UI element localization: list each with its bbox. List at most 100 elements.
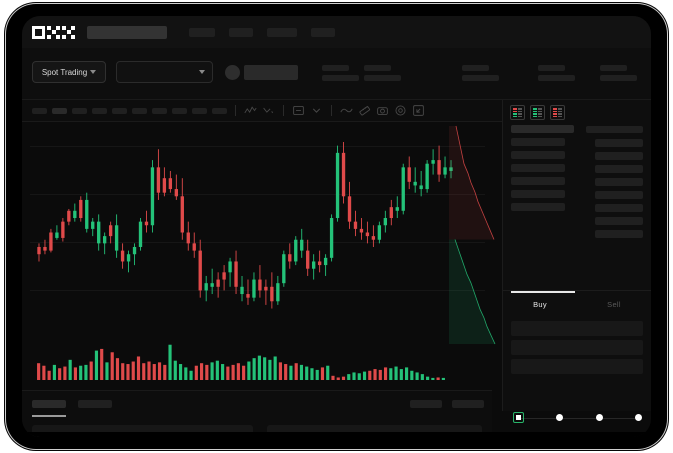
stat-value [600,75,637,81]
stat-volume-24h [600,65,637,81]
orderbook-trade-row[interactable] [595,178,643,186]
camera-icon[interactable] [376,104,389,117]
chevron-down-icon [199,70,205,74]
orderbook-trade-row[interactable] [595,139,643,147]
stat-change-24h [364,65,401,81]
candlestick-series [37,142,453,309]
orderbook-trade-row[interactable] [595,217,643,225]
fullscreen-icon[interactable] [412,104,425,117]
orderbook-ask-row[interactable] [511,177,565,185]
orderbook-column-header [511,125,574,133]
orderbook-rows [503,125,651,238]
timeframe-4h[interactable] [132,107,147,114]
orderbook-trade-row[interactable] [595,204,643,212]
indicators-icon[interactable] [244,104,257,117]
pair-select[interactable] [116,61,213,83]
orderbook-view-asks-icon[interactable] [550,105,565,120]
orders-tab-open[interactable] [32,400,66,408]
orders-action-2[interactable] [452,400,484,408]
app-header [22,16,651,48]
pagination-dots [502,412,651,424]
price-chart[interactable] [22,122,492,390]
pager-track [516,417,636,419]
nav-item-1[interactable] [189,27,215,37]
orderbook-view-bids-icon[interactable] [530,105,545,120]
chart-toolbar [22,100,651,122]
stat-label [462,65,489,71]
timeframe-1w[interactable] [172,107,187,114]
timeframe-15m[interactable] [72,107,87,114]
orderbook-ask-row[interactable] [511,203,565,211]
search-input[interactable] [87,25,167,39]
orderbook-trade-row[interactable] [595,191,643,199]
nav-item-2[interactable] [229,27,253,37]
timeframe-5m[interactable] [52,107,67,114]
timeframe-1d[interactable] [152,107,167,114]
ruler-icon[interactable] [358,104,371,117]
timeframe-30m[interactable] [92,107,107,114]
stat-value [364,75,401,81]
nav-item-4[interactable] [311,27,335,37]
logo-letter-o [32,25,45,39]
grid-line [30,194,485,195]
orderbook-trade-row[interactable] [595,230,643,238]
compare-icon[interactable] [292,104,305,117]
logo-letter-x [62,25,75,39]
chevron-down-icon[interactable] [310,104,323,117]
active-tab-indicator [511,291,575,293]
orderbook-view-toggle [503,100,651,120]
pager-dot-3[interactable] [596,414,603,421]
orderbook-ask-row[interactable] [511,151,565,159]
settings-icon[interactable] [394,104,407,117]
toolbar-divider [331,105,332,116]
stat-label [364,65,391,71]
pager-dot-active[interactable] [513,412,524,423]
orderbook-ask-row[interactable] [511,164,565,172]
orderbook-trade-row[interactable] [595,152,643,160]
volume-histogram [37,344,445,380]
pair-name [244,65,298,80]
bottom-bezel-strip [22,432,651,437]
tab-buy[interactable]: Buy [533,299,547,309]
stat-low-24h [538,65,575,81]
orders-tab-history[interactable] [78,400,112,408]
chevron-down-icon [90,70,97,74]
timeframe-1m[interactable] [32,107,47,114]
orderbook-trade-row[interactable] [595,165,643,173]
orders-action-1[interactable] [410,400,442,408]
stat-high-24h [462,65,499,81]
order-price-field[interactable] [511,321,643,336]
stat-value [322,75,359,81]
timeframe-more[interactable] [212,107,227,114]
orderbook-ask-row[interactable] [511,190,565,198]
trade-tabs: Buy Sell [503,291,651,317]
pager-dot-4[interactable] [635,414,642,421]
chart-type-icon[interactable] [262,104,275,117]
stat-label [600,65,627,71]
orderbook-view-both-icon[interactable] [510,105,525,120]
pair-avatar [225,65,240,80]
toolbar-divider [283,105,284,116]
tablet-device-frame: Spot Trading [6,4,667,449]
drawing-line-icon[interactable] [340,104,353,117]
trading-mode-select[interactable]: Spot Trading [32,61,106,83]
stat-label [322,65,349,71]
market-bar: Spot Trading [22,48,651,100]
grid-line [30,290,485,291]
timeframe-1mo[interactable] [192,107,207,114]
pager-dot-2[interactable] [556,414,563,421]
timeframe-1h[interactable] [112,107,127,114]
tab-sell[interactable]: Sell [607,299,621,309]
header-nav [189,27,335,37]
grid-line [30,146,485,147]
toolbar-divider [235,105,236,116]
nav-item-3[interactable] [267,27,297,37]
trading-mode-label: Spot Trading [41,67,88,77]
stat-last-price [322,65,359,81]
okx-logo-icon[interactable] [32,25,75,39]
orderbook-ask-row[interactable] [511,138,565,146]
order-total-field[interactable] [511,359,643,374]
order-amount-field[interactable] [511,340,643,355]
grid-line [30,242,485,243]
orderbook-column-header-right [586,126,643,133]
